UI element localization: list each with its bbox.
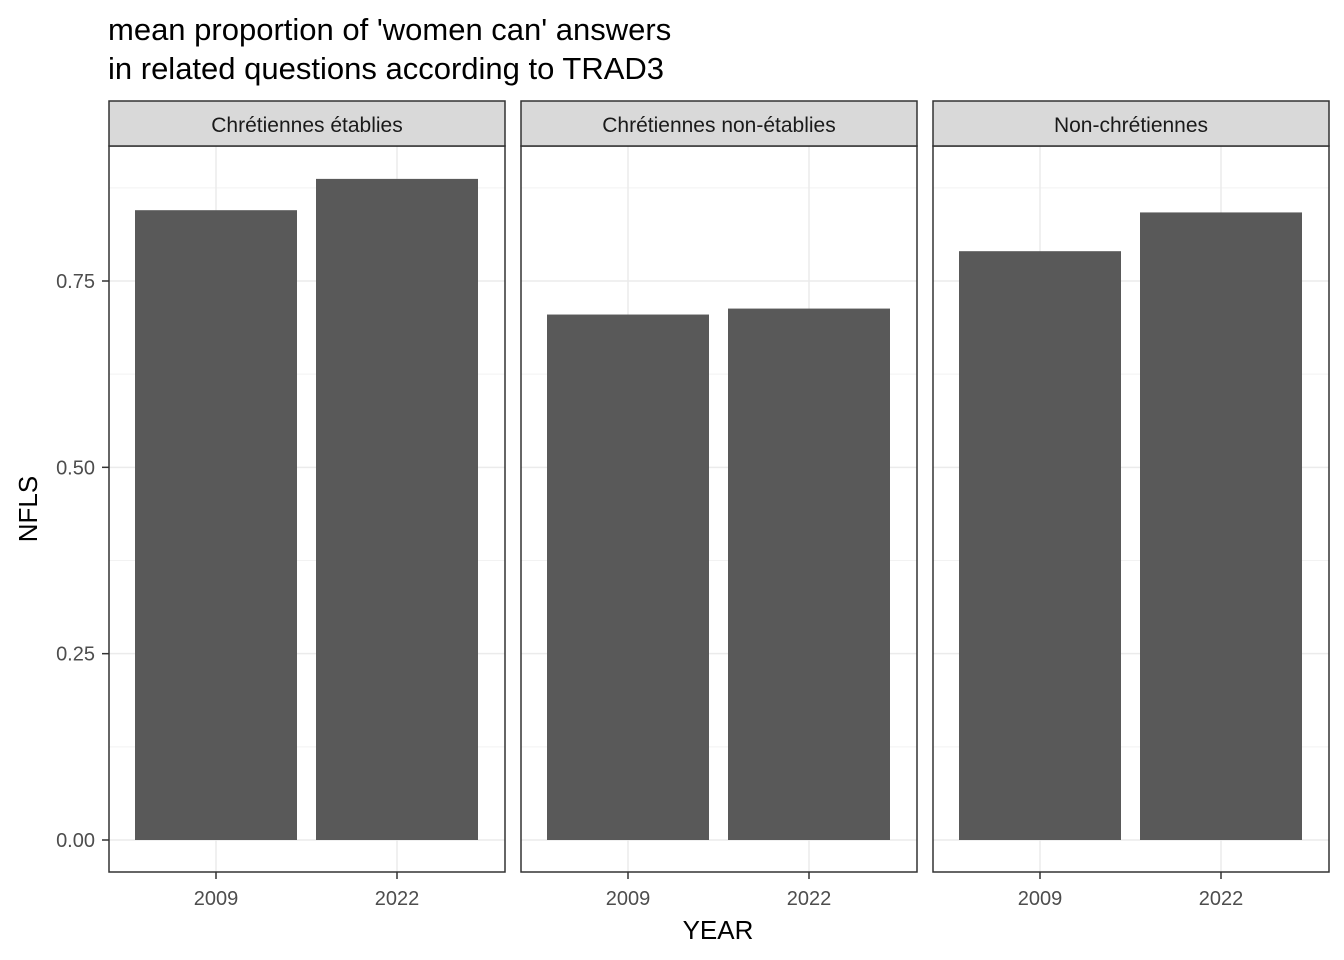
bar <box>959 251 1121 841</box>
x-tick-label: 2022 <box>787 888 832 910</box>
facet-panel: Chrétiennes non-établies 2009 2022 <box>520 100 918 910</box>
chart-title-line-1: mean proportion of 'women can' answers <box>108 12 671 47</box>
x-tick-label: 2009 <box>194 888 239 910</box>
y-tick-label: 0.00 <box>56 830 95 852</box>
facet-strip-label: Non-chrétiennes <box>1054 114 1208 137</box>
x-tick-label: 2009 <box>606 888 651 910</box>
bar <box>1140 212 1302 841</box>
facet-strip-label: Chrétiennes établies <box>211 114 402 137</box>
facet-strip-label: Chrétiennes non-établies <box>602 114 835 137</box>
bar <box>135 210 297 840</box>
x-tick-label: 2022 <box>1199 888 1244 910</box>
facet-strip <box>932 100 1330 147</box>
facet-strip <box>108 100 506 147</box>
bar <box>728 308 890 840</box>
y-axis: 0.00 0.25 0.50 0.75 <box>56 271 109 852</box>
bar <box>547 314 709 840</box>
facet-panel: Chrétiennes établies 2009 2022 <box>108 100 506 910</box>
y-axis-title: NFLS <box>13 476 43 542</box>
y-tick-label: 0.50 <box>56 457 95 479</box>
chart-title-line-2: in related questions according to TRAD3 <box>108 51 664 86</box>
facet-panel: Non-chrétiennes 2009 2022 <box>932 100 1330 910</box>
bar <box>316 178 478 840</box>
facet-strip <box>520 100 918 147</box>
x-tick-label: 2022 <box>375 888 420 910</box>
y-tick-label: 0.25 <box>56 644 95 666</box>
x-tick-label: 2009 <box>1018 888 1063 910</box>
x-axis-title: YEAR <box>683 915 754 945</box>
y-tick-label: 0.75 <box>56 271 95 293</box>
